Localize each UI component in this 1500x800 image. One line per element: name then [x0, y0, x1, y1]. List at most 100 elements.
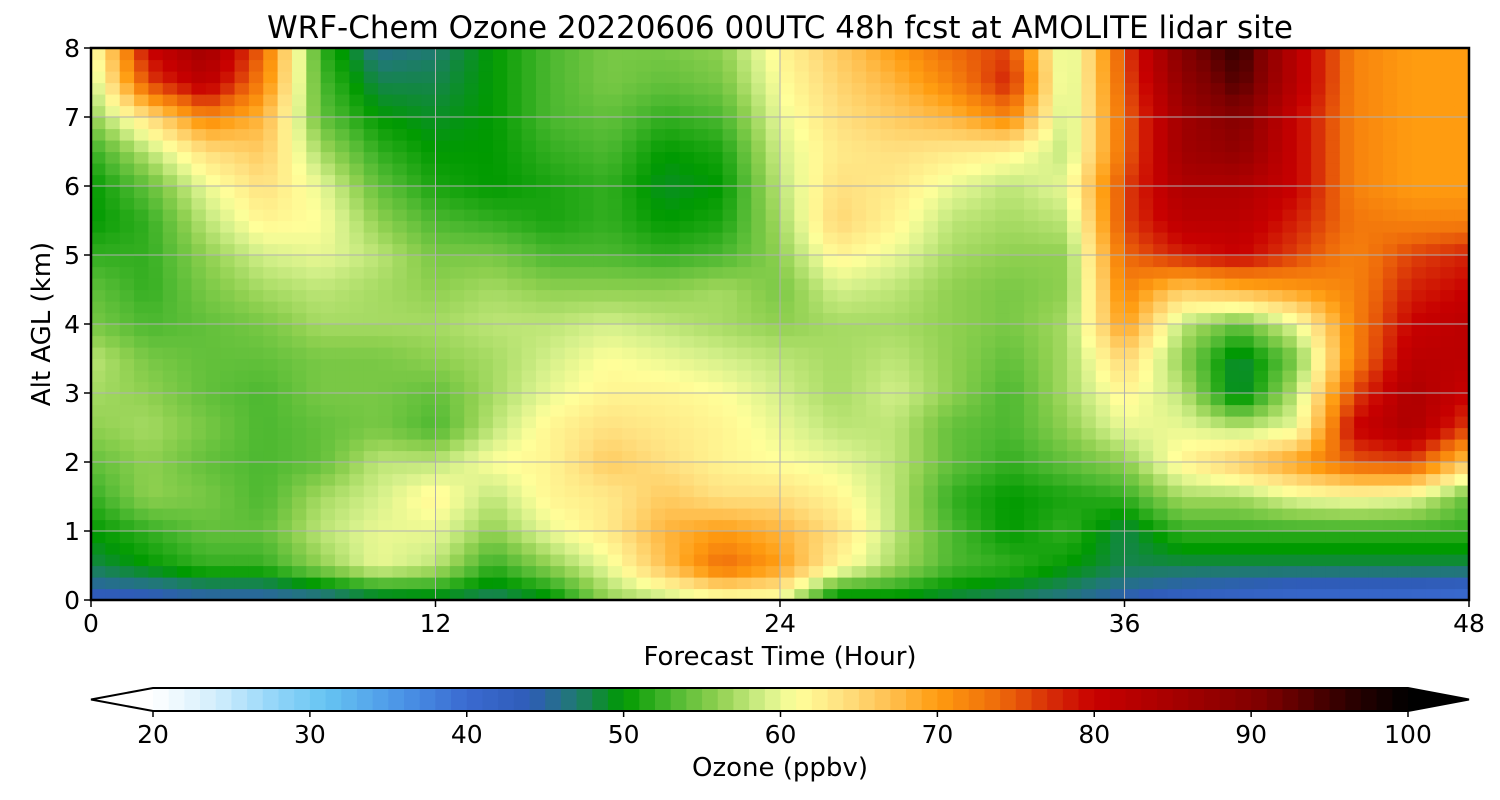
heatmap-cell: [263, 370, 279, 383]
heatmap-cell: [823, 404, 839, 417]
heatmap-cell: [521, 243, 537, 256]
heatmap-cell: [1425, 128, 1441, 141]
heatmap-cell: [306, 117, 322, 130]
heatmap-cell: [708, 427, 724, 440]
heatmap-cell: [1052, 381, 1068, 394]
heatmap-cell: [435, 577, 451, 590]
heatmap-cell: [335, 48, 350, 61]
heatmap-cell: [1024, 48, 1039, 61]
heatmap-cell: [579, 266, 594, 279]
heatmap-cell: [1095, 197, 1111, 210]
heatmap-cell: [693, 289, 709, 302]
heatmap-cell: [1167, 393, 1183, 406]
heatmap-cell: [148, 542, 164, 555]
heatmap-cell: [794, 301, 810, 314]
heatmap-cell: [650, 485, 666, 498]
heatmap-cell: [1095, 554, 1111, 567]
heatmap-cell: [1354, 565, 1370, 578]
heatmap-cell: [765, 358, 781, 371]
heatmap-cell: [91, 82, 106, 95]
heatmap-cell: [177, 289, 193, 302]
heatmap-cell: [1153, 393, 1169, 406]
heatmap-cell: [1024, 496, 1039, 509]
heatmap-cell: [464, 565, 480, 578]
heatmap-cell: [837, 324, 853, 337]
heatmap-cell: [1095, 140, 1111, 153]
heatmap-cell: [851, 312, 867, 325]
heatmap-cell: [1382, 209, 1398, 222]
colorbar-segment: [1078, 688, 1095, 711]
heatmap-cell: [119, 255, 135, 268]
heatmap-cell: [808, 140, 824, 153]
colorbar-segment: [341, 688, 358, 711]
heatmap-cell: [191, 416, 207, 429]
heatmap-cell: [665, 289, 681, 302]
heatmap-cell: [1081, 335, 1097, 348]
heatmap-cell: [622, 358, 638, 371]
heatmap-cell: [1239, 381, 1255, 394]
heatmap-cell: [937, 255, 953, 268]
heatmap-cell: [866, 232, 882, 245]
heatmap-cell: [1038, 82, 1054, 95]
heatmap-cell: [665, 462, 681, 475]
heatmap-cell: [980, 370, 996, 383]
heatmap-cell: [406, 588, 422, 601]
heatmap-cell: [148, 462, 164, 475]
heatmap-cell: [177, 48, 193, 61]
heatmap-cell: [349, 209, 365, 222]
heatmap-cell: [937, 312, 953, 325]
heatmap-cell: [91, 427, 106, 440]
heatmap-cell: [1095, 278, 1111, 291]
heatmap-cell: [248, 82, 264, 95]
heatmap-cell: [1153, 381, 1169, 394]
heatmap-cell: [306, 220, 322, 233]
heatmap-cell: [1181, 278, 1197, 291]
heatmap-cell: [1124, 266, 1140, 279]
heatmap-cell: [507, 358, 523, 371]
heatmap-cell: [607, 82, 623, 95]
heatmap-cell: [693, 439, 709, 452]
heatmap-cell: [191, 473, 207, 486]
heatmap-cell: [277, 117, 293, 130]
heatmap-cell: [320, 324, 336, 337]
heatmap-cell: [1024, 128, 1039, 141]
heatmap-cell: [1382, 370, 1398, 383]
heatmap-cell: [1009, 197, 1025, 210]
heatmap-cell: [421, 128, 437, 141]
heatmap-cell: [1339, 347, 1355, 360]
heatmap-cell: [119, 289, 135, 302]
heatmap-cell: [105, 105, 121, 118]
heatmap-cell: [837, 358, 853, 371]
heatmap-cell: [1354, 335, 1370, 348]
heatmap-cell: [823, 370, 839, 383]
heatmap-cell: [1196, 289, 1212, 302]
heatmap-cell: [248, 485, 264, 498]
heatmap-cell: [622, 301, 638, 314]
heatmap-cell: [1167, 577, 1183, 590]
heatmap-cell: [880, 542, 896, 555]
heatmap-cell: [1181, 128, 1197, 141]
heatmap-cell: [1052, 324, 1068, 337]
heatmap-cell: [693, 554, 709, 567]
heatmap-cell: [722, 312, 738, 325]
heatmap-cell: [435, 151, 451, 164]
heatmap-cell: [1095, 243, 1111, 256]
heatmap-cell: [866, 508, 882, 521]
heatmap-cell: [478, 519, 494, 532]
heatmap-cell: [205, 312, 221, 325]
heatmap-cell: [421, 347, 437, 360]
heatmap-cell: [1181, 439, 1197, 452]
heatmap-cell: [1411, 577, 1427, 590]
heatmap-cell: [636, 439, 652, 452]
heatmap-cell: [1081, 289, 1097, 302]
heatmap-cell: [148, 151, 164, 164]
heatmap-cell: [1382, 462, 1398, 475]
heatmap-cell: [937, 473, 953, 486]
heatmap-cell: [521, 588, 537, 601]
heatmap-cell: [995, 289, 1011, 302]
heatmap-cell: [622, 496, 638, 509]
heatmap-cell: [937, 347, 953, 360]
heatmap-cell: [363, 542, 379, 555]
heatmap-cell: [1153, 82, 1169, 95]
heatmap-cell: [837, 186, 853, 199]
